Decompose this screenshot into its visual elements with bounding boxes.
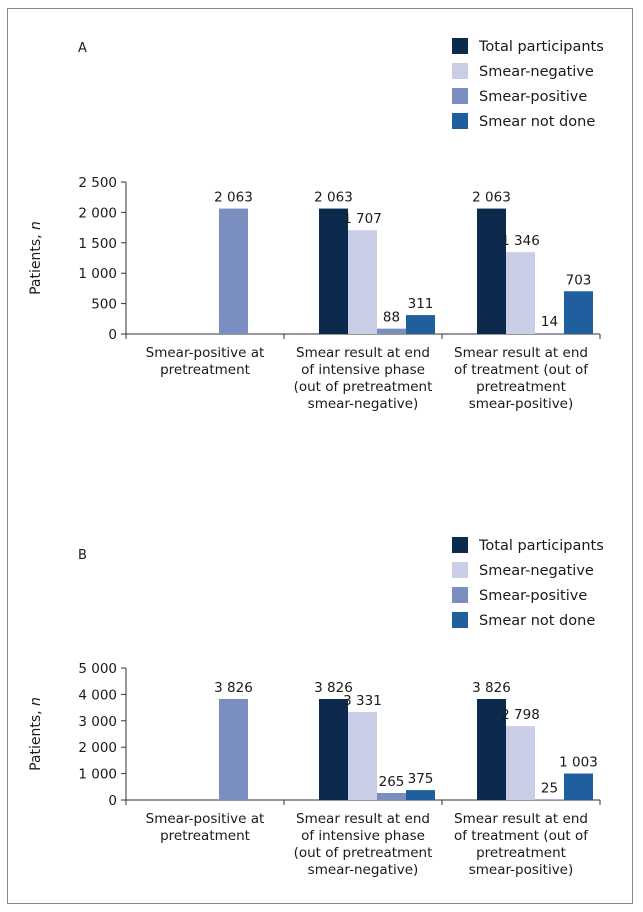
legend-swatch — [452, 38, 468, 54]
bar — [406, 315, 435, 334]
y-tick-label: 1 000 — [78, 767, 117, 783]
category-label: Smear result at end of treatment (out of p… — [454, 345, 589, 412]
bar — [219, 698, 248, 800]
bar — [377, 328, 406, 334]
data-label: 1 346 — [501, 233, 540, 249]
data-label: 2 063 — [214, 190, 253, 206]
legend-label: Smear-negative — [479, 64, 594, 80]
data-label: 3 826 — [314, 680, 353, 696]
bar — [348, 712, 377, 800]
legend-swatch — [452, 612, 468, 628]
data-label: 1 003 — [559, 755, 598, 771]
data-label: 2 798 — [501, 707, 540, 723]
category-label: Smear result at end of treatment (out of p… — [454, 811, 589, 878]
bar — [535, 333, 564, 334]
data-label: 3 826 — [214, 680, 253, 696]
y-tick-label: 500 — [91, 297, 117, 313]
bar — [406, 790, 435, 800]
data-label: 3 826 — [472, 680, 511, 696]
bar — [506, 726, 535, 800]
data-label: 375 — [408, 771, 434, 787]
y-tick-label: 5 000 — [78, 661, 117, 677]
panel-label: B — [78, 548, 87, 563]
legend-swatch — [452, 562, 468, 578]
category-label: Smear result at end of intensive phase (ou… — [294, 811, 433, 878]
category-label: Smear-positive at pretreatment — [146, 811, 265, 844]
y-tick-label: 1 500 — [78, 236, 117, 252]
bar — [564, 773, 593, 800]
legend-swatch — [452, 537, 468, 553]
legend-label: Smear not done — [479, 613, 595, 629]
legend-label: Smear-positive — [479, 89, 587, 105]
bar — [319, 698, 348, 800]
legend-label: Total participants — [478, 538, 604, 554]
y-tick-label: 3 000 — [78, 714, 117, 730]
data-label: 14 — [541, 314, 558, 330]
legend-label: Total participants — [478, 39, 604, 55]
legend-swatch — [452, 587, 468, 603]
panel-label: A — [78, 41, 87, 56]
bar — [348, 230, 377, 334]
y-tick-label: 2 500 — [78, 175, 117, 191]
data-label: 2 063 — [472, 190, 511, 206]
chart-panel-a: A Total participants Smear-negative Smear-p… — [28, 38, 604, 412]
y-tick-label: 2 000 — [78, 205, 117, 221]
chart-panel-b: B Total participants Smear-negative Smear-p… — [28, 537, 604, 878]
category-label: Smear result at end of intensive phase (ou… — [294, 345, 433, 412]
data-label: 25 — [541, 780, 558, 796]
y-tick-label: 2 000 — [78, 740, 117, 756]
legend-swatch — [452, 63, 468, 79]
y-tick-label: 0 — [108, 327, 117, 343]
bar — [535, 799, 564, 800]
data-label: 311 — [408, 296, 434, 312]
bar — [477, 208, 506, 334]
legend-label: Smear-negative — [479, 563, 594, 579]
legend-label: Smear not done — [479, 114, 595, 130]
bar — [319, 208, 348, 334]
data-label: 265 — [379, 774, 405, 790]
figure-frame — [7, 8, 633, 904]
legend-swatch — [452, 113, 468, 129]
category-label: Smear-positive at pretreatment — [146, 345, 265, 378]
bar — [219, 208, 248, 334]
data-label: 1 707 — [343, 211, 382, 227]
bar — [506, 252, 535, 334]
data-label: 88 — [383, 310, 400, 326]
y-tick-label: 0 — [108, 793, 117, 809]
bar — [377, 793, 406, 800]
data-label: 2 063 — [314, 190, 353, 206]
y-axis-label: Patients, n — [28, 221, 44, 295]
y-axis-label: Patients, n — [28, 697, 44, 771]
y-tick-label: 4 000 — [78, 687, 117, 703]
legend-label: Smear-positive — [479, 588, 587, 604]
data-label: 703 — [566, 272, 592, 288]
data-label: 3 331 — [343, 693, 382, 709]
legend-swatch — [452, 88, 468, 104]
bar — [477, 698, 506, 800]
bar — [564, 291, 593, 334]
y-tick-label: 1 000 — [78, 266, 117, 282]
